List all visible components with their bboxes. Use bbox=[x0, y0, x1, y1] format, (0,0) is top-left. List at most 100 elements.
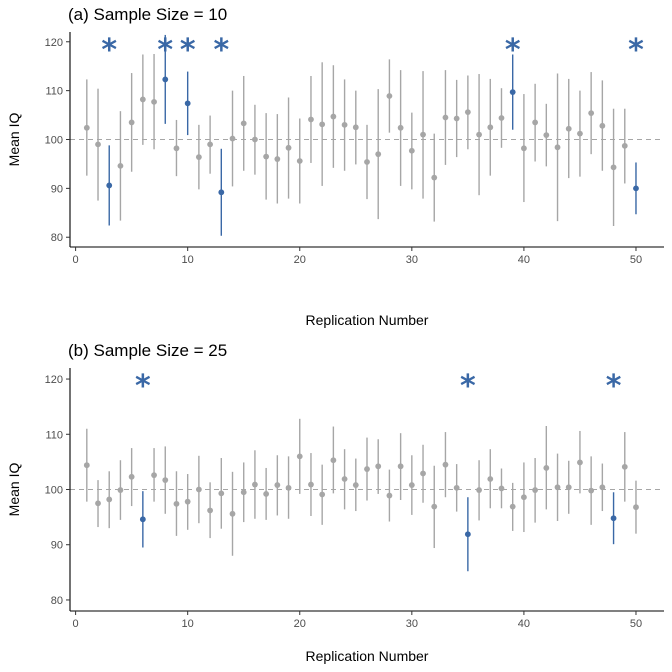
y-tick-label: 110 bbox=[45, 86, 63, 98]
data-point bbox=[431, 503, 438, 510]
data-point bbox=[599, 484, 606, 491]
data-point bbox=[554, 484, 561, 491]
data-point bbox=[453, 484, 460, 491]
data-point bbox=[162, 76, 169, 83]
data-point bbox=[633, 185, 639, 192]
data-point bbox=[195, 154, 202, 160]
y-tick-label: 120 bbox=[45, 374, 63, 386]
data-point bbox=[106, 496, 113, 503]
data-point bbox=[386, 492, 393, 499]
x-tick-label: 40 bbox=[518, 618, 530, 630]
data-point bbox=[117, 162, 124, 169]
data-point bbox=[442, 114, 449, 121]
significance-marker: * bbox=[135, 369, 151, 404]
data-point bbox=[476, 487, 482, 493]
data-point bbox=[599, 122, 606, 129]
chart-title: (a) Sample Size = 10 bbox=[68, 5, 227, 24]
y-tick-label: 90 bbox=[51, 183, 63, 195]
data-point bbox=[128, 119, 135, 126]
data-point bbox=[319, 121, 326, 128]
data-point bbox=[397, 463, 404, 470]
data-point bbox=[95, 500, 101, 507]
x-tick-label: 50 bbox=[630, 618, 642, 630]
data-point bbox=[577, 130, 583, 137]
data-point bbox=[509, 89, 516, 96]
data-point bbox=[285, 484, 292, 491]
data-point bbox=[173, 500, 180, 507]
panel-a: (a) Sample Size = 10* * * * * *0 10 20 30 40 50809… bbox=[6, 5, 664, 328]
data-point bbox=[218, 490, 225, 497]
x-tick-label: 50 bbox=[630, 254, 642, 266]
data-point bbox=[610, 164, 617, 171]
y-tick-label: 90 bbox=[51, 540, 63, 552]
data-point bbox=[229, 510, 236, 517]
data-point bbox=[397, 124, 404, 131]
data-point bbox=[117, 487, 124, 493]
data-point bbox=[139, 96, 146, 103]
data-point bbox=[565, 125, 572, 132]
data-point bbox=[521, 145, 527, 152]
x-tick-label: 10 bbox=[182, 254, 194, 266]
data-point bbox=[521, 494, 527, 501]
data-point bbox=[532, 487, 539, 493]
data-point bbox=[352, 482, 359, 488]
data-point bbox=[263, 153, 270, 160]
data-point bbox=[610, 515, 617, 522]
data-point bbox=[498, 115, 505, 121]
significance-marker: * bbox=[628, 33, 644, 68]
data-point bbox=[588, 110, 595, 117]
data-point bbox=[408, 482, 415, 488]
data-point bbox=[375, 463, 382, 470]
data-point bbox=[151, 98, 157, 105]
data-point bbox=[509, 503, 516, 510]
data-point bbox=[128, 473, 135, 480]
y-tick-label: 80 bbox=[51, 595, 63, 607]
y-tick-label: 100 bbox=[45, 135, 63, 147]
data-point bbox=[195, 486, 202, 493]
significance-marker: * bbox=[101, 33, 117, 68]
significance-marker: * bbox=[213, 33, 229, 68]
significance-marker: * bbox=[505, 33, 521, 68]
data-point bbox=[476, 131, 482, 138]
data-point bbox=[319, 491, 326, 498]
data-point bbox=[207, 507, 213, 514]
y-tick-label: 120 bbox=[45, 37, 63, 49]
data-point bbox=[341, 121, 348, 128]
data-point bbox=[420, 131, 426, 138]
data-point bbox=[532, 119, 539, 126]
x-tick-label: 30 bbox=[406, 618, 418, 630]
data-point bbox=[453, 115, 460, 122]
data-point bbox=[252, 136, 258, 143]
y-tick-label: 80 bbox=[51, 232, 63, 244]
y-axis-label: Mean IQ bbox=[6, 113, 22, 167]
x-tick-label: 0 bbox=[73, 618, 79, 630]
data-point bbox=[375, 151, 382, 158]
data-point bbox=[83, 124, 90, 131]
data-point bbox=[431, 174, 438, 181]
data-point bbox=[162, 477, 169, 484]
data-point bbox=[577, 459, 583, 466]
data-point bbox=[487, 124, 494, 131]
data-point bbox=[554, 144, 561, 151]
data-point bbox=[173, 145, 180, 152]
x-axis-label: Replication Number bbox=[306, 312, 429, 328]
data-point bbox=[633, 504, 639, 511]
data-point bbox=[330, 113, 337, 120]
data-point bbox=[330, 457, 337, 464]
panel-b: (b) Sample Size = 25 * * * 0 10 20 30 40 50 80 90 10… bbox=[6, 341, 664, 664]
data-point bbox=[408, 147, 415, 154]
x-tick-label: 30 bbox=[406, 254, 418, 266]
data-point bbox=[252, 481, 258, 488]
data-point bbox=[83, 462, 90, 469]
data-point bbox=[229, 135, 236, 142]
data-point bbox=[139, 516, 146, 523]
significance-marker: * bbox=[606, 369, 622, 404]
data-point bbox=[240, 489, 247, 496]
data-point bbox=[464, 531, 471, 538]
data-point bbox=[95, 141, 101, 148]
data-point bbox=[487, 476, 494, 482]
significance-marker: * bbox=[180, 33, 196, 68]
x-tick-label: 20 bbox=[294, 618, 306, 630]
data-point bbox=[184, 498, 191, 505]
